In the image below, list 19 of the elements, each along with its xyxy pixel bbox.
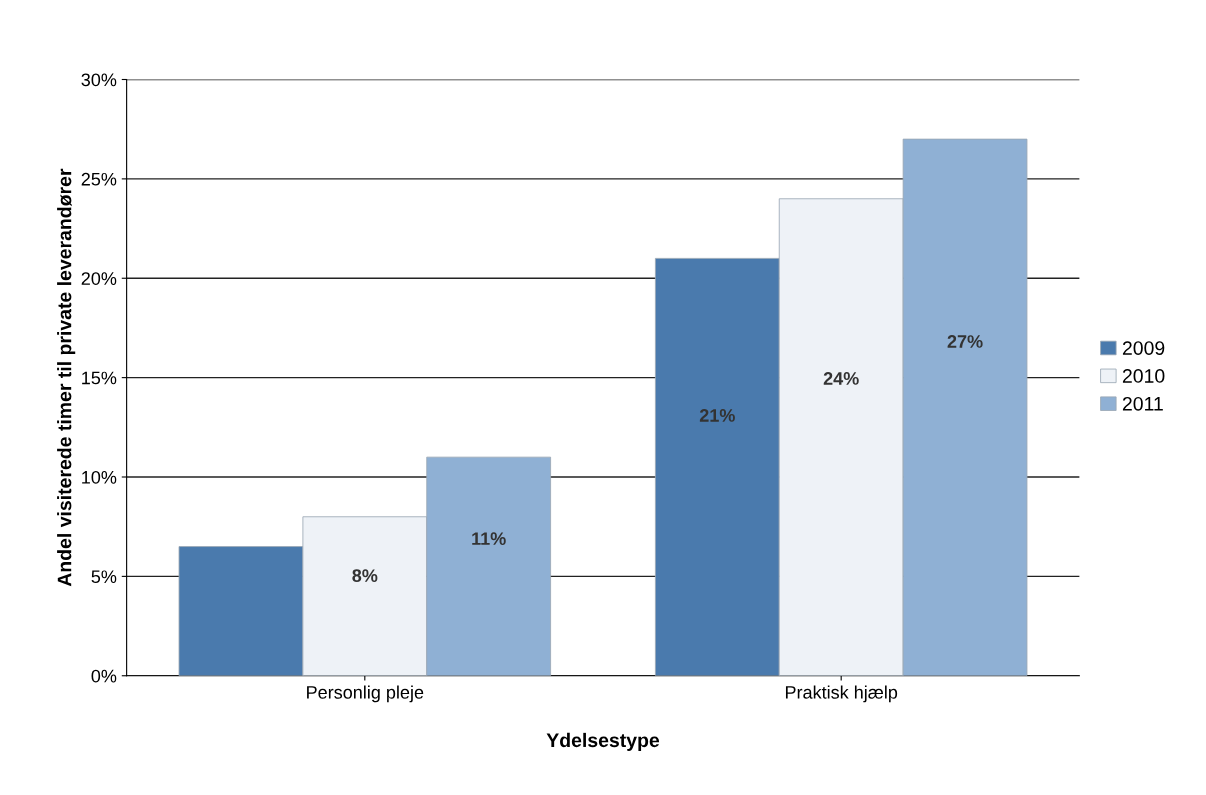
legend-label: 2009	[1122, 341, 1165, 355]
y-tick-label: 25%	[81, 172, 117, 186]
y-tick-label: 30%	[81, 73, 117, 87]
y-tick-label: 5%	[91, 570, 117, 584]
y-tick-label: 0%	[91, 669, 117, 683]
y-tick-label: 10%	[82, 470, 117, 484]
x-tick-label: Personlig pleje	[307, 685, 424, 703]
legend-label: 2011	[1122, 396, 1163, 411]
legend-label: 2010	[1122, 369, 1165, 383]
x-tick-label: Praktisk hjælp	[785, 685, 898, 703]
data-label: 11%	[472, 532, 506, 546]
x-axis-title: Ydelsestype	[546, 732, 660, 751]
data-label: 24%	[823, 372, 859, 385]
data-label: 8%	[352, 569, 378, 583]
data-label: 27%	[947, 335, 983, 348]
data-label: 21%	[699, 409, 735, 422]
y-axis-title: Andel visiterede timer til private leverandører	[57, 168, 76, 587]
y-tick-label: 15%	[82, 371, 117, 385]
y-tick-label: 20%	[81, 272, 117, 285]
